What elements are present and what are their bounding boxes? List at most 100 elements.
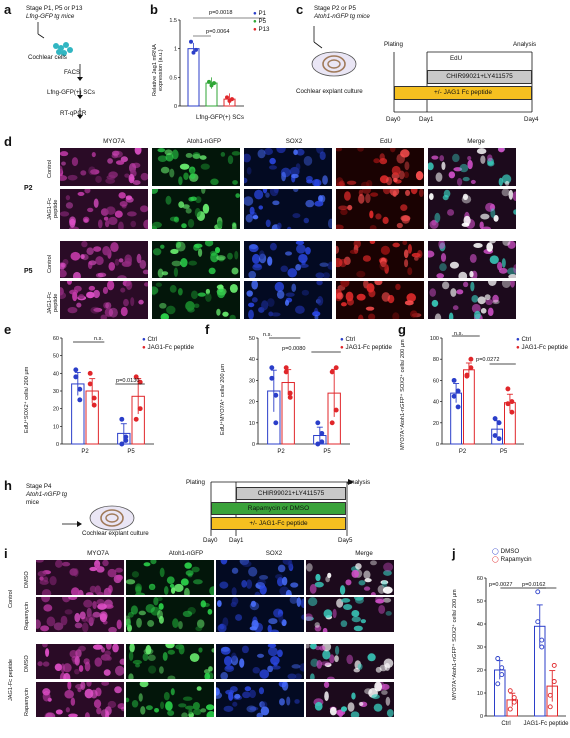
x-tick-label-1: P5 bbox=[127, 449, 135, 455]
y-tick-label-5: 50 bbox=[477, 599, 483, 605]
d-micrograph-gfp-row1 bbox=[152, 189, 240, 229]
point-1-1-1 bbox=[509, 409, 515, 415]
c-day0: Day0 bbox=[386, 116, 401, 123]
panel-i-label: i bbox=[4, 546, 8, 561]
d-micrograph-myo-row0 bbox=[60, 148, 148, 186]
i-micrograph-merge-row2 bbox=[306, 644, 394, 679]
d-col-atoh1: Atoh1-nGFP bbox=[186, 138, 222, 145]
d-micrograph-merge-row2 bbox=[428, 241, 516, 278]
point-1-1-1 bbox=[551, 662, 557, 668]
i-row-dmso-1: DMSO bbox=[24, 571, 30, 589]
point-0-0-3 bbox=[77, 386, 83, 392]
d-micrograph-sox-row1 bbox=[244, 189, 332, 229]
point-1-1-0 bbox=[505, 386, 511, 392]
d-col-merge: Merge bbox=[467, 138, 485, 145]
d-col-sox2: SOX2 bbox=[285, 138, 303, 145]
c-plating-text: Plating bbox=[384, 41, 403, 48]
j-ylabel: MYO7A⁺Atoh1-nGFP⁺ SOX2⁺ cells/ 200 µm bbox=[452, 589, 458, 701]
x-tick-label-0: P2 bbox=[459, 449, 467, 455]
e-chart: 0 10 20 30 40 50 60 P2 P5 bbox=[53, 336, 154, 455]
f-legend: ● Ctrl ● JAG1-Fc peptide bbox=[340, 336, 392, 352]
x-tick-label-1: JAG1-Fc peptide bbox=[523, 721, 569, 727]
point-0-0-0 bbox=[451, 377, 457, 383]
y-tick-label-0: 0 bbox=[252, 442, 255, 448]
i-row-rapa-2: Rapamycin bbox=[24, 688, 30, 716]
h-day5: Day5 bbox=[338, 537, 353, 544]
h-rapa-bar: Rapamycin or DMSO bbox=[211, 502, 346, 515]
d-micrograph-sox-row0 bbox=[244, 148, 332, 186]
b-p1: p=0.0018 bbox=[209, 10, 233, 16]
y-tick-label-3: 30 bbox=[53, 389, 59, 395]
y-tick-label-3: 30 bbox=[249, 378, 255, 384]
i-micrograph-sox-row2 bbox=[216, 644, 304, 679]
i-micrograph-myo-row2 bbox=[36, 644, 124, 679]
point-1-0-3 bbox=[91, 395, 97, 401]
b-bar-p1 bbox=[187, 48, 200, 107]
a-facs-text: FACS bbox=[64, 69, 81, 76]
point-0-1-1 bbox=[539, 644, 545, 650]
point-1-0-2 bbox=[283, 369, 289, 375]
g-legend-jag: ● JAG1-Fc peptide bbox=[516, 344, 568, 351]
c-day1: Day1 bbox=[419, 116, 434, 123]
b-point-2-2 bbox=[230, 97, 234, 102]
panel-j-label: j bbox=[452, 546, 456, 561]
d-micrograph-edu-row2 bbox=[336, 241, 424, 278]
point-1-1-3 bbox=[333, 365, 339, 371]
c-dish-icon bbox=[311, 26, 357, 77]
g-p: p=0.0272 bbox=[476, 357, 500, 363]
point-1-1-0 bbox=[547, 704, 553, 710]
y-tick-label-4: 80 bbox=[433, 357, 439, 363]
y-tick-label-1: 10 bbox=[477, 691, 483, 697]
y-tick-label-2: 20 bbox=[477, 668, 483, 674]
y-tick-label-6: 60 bbox=[477, 576, 483, 582]
y-tick-label-1: 20 bbox=[433, 421, 439, 427]
point-0-0-1 bbox=[455, 404, 461, 410]
panel-h-label: h bbox=[4, 478, 12, 493]
point-1-1-3 bbox=[551, 679, 557, 684]
d-micrograph-edu-row3 bbox=[336, 281, 424, 319]
point-0-0-2 bbox=[269, 365, 275, 371]
y-tick-label-0: 0 bbox=[56, 442, 59, 448]
j-legend-rapa: ◯ Rapamycin bbox=[492, 556, 532, 563]
y-tick-label-5: 50 bbox=[53, 354, 59, 360]
point-0-0-0 bbox=[495, 656, 501, 661]
point-0-1-0 bbox=[315, 441, 321, 447]
point-1-0-2 bbox=[87, 381, 93, 387]
d-micrograph-merge-row1 bbox=[428, 189, 516, 229]
d-micrograph-sox-row2 bbox=[244, 241, 332, 278]
e-legend: ● Ctrl ● JAG1-Fc peptide bbox=[142, 336, 194, 352]
e-p: p=0.0130 bbox=[116, 378, 140, 384]
x-tick-label-0: P2 bbox=[277, 449, 285, 455]
h-analysis-text: Analysis bbox=[347, 479, 371, 486]
d-micrograph-edu-row0 bbox=[336, 148, 424, 186]
point-1-1-0 bbox=[133, 374, 139, 380]
point-0-1-2 bbox=[535, 619, 541, 625]
b-p2: p=0.0064 bbox=[206, 29, 230, 35]
point-0-0-3 bbox=[499, 665, 505, 671]
g-ylabel: MYO7A⁺Atoh1-nGFP⁺ SOX2⁺ cells/ 200 µm bbox=[400, 339, 406, 451]
point-1-0-2 bbox=[507, 688, 513, 694]
point-0-1-0 bbox=[535, 589, 541, 595]
c-culture-text: Cochlear explant culture bbox=[296, 88, 363, 95]
y-tick-label-2: 40 bbox=[433, 400, 439, 406]
h-chir-bar: CHIR99021+LY411575 bbox=[236, 487, 346, 500]
h-jag-bar: +/- JAG1-Fc peptide bbox=[211, 517, 346, 530]
b-legend: ● P1 ● P5 ● P13 bbox=[253, 10, 270, 34]
a-pcr-text: RT-qPCR bbox=[60, 110, 87, 117]
point-0-1-3 bbox=[123, 434, 129, 440]
point-0-0-1 bbox=[77, 397, 83, 403]
point-1-1-2 bbox=[505, 401, 511, 407]
point-1-0-2 bbox=[464, 373, 470, 379]
y-tick-label-6: 60 bbox=[53, 336, 59, 342]
b-point-0-1 bbox=[191, 50, 196, 55]
h-mice-text: Atoh1-nGFP tg bbox=[26, 491, 68, 498]
point-0-1-1 bbox=[496, 436, 502, 442]
bar-jag1-fc-peptide-0 bbox=[463, 369, 475, 445]
i-micrograph-gfp-row0 bbox=[126, 560, 214, 595]
point-1-1-2 bbox=[329, 420, 335, 426]
i-micrograph-gfp-row2 bbox=[126, 644, 214, 679]
g-ns: n.s. bbox=[454, 331, 464, 337]
i-micrograph-merge-row1 bbox=[306, 597, 394, 632]
panel-b-label: b bbox=[150, 2, 158, 17]
d-age-p5: P5 bbox=[24, 268, 33, 275]
